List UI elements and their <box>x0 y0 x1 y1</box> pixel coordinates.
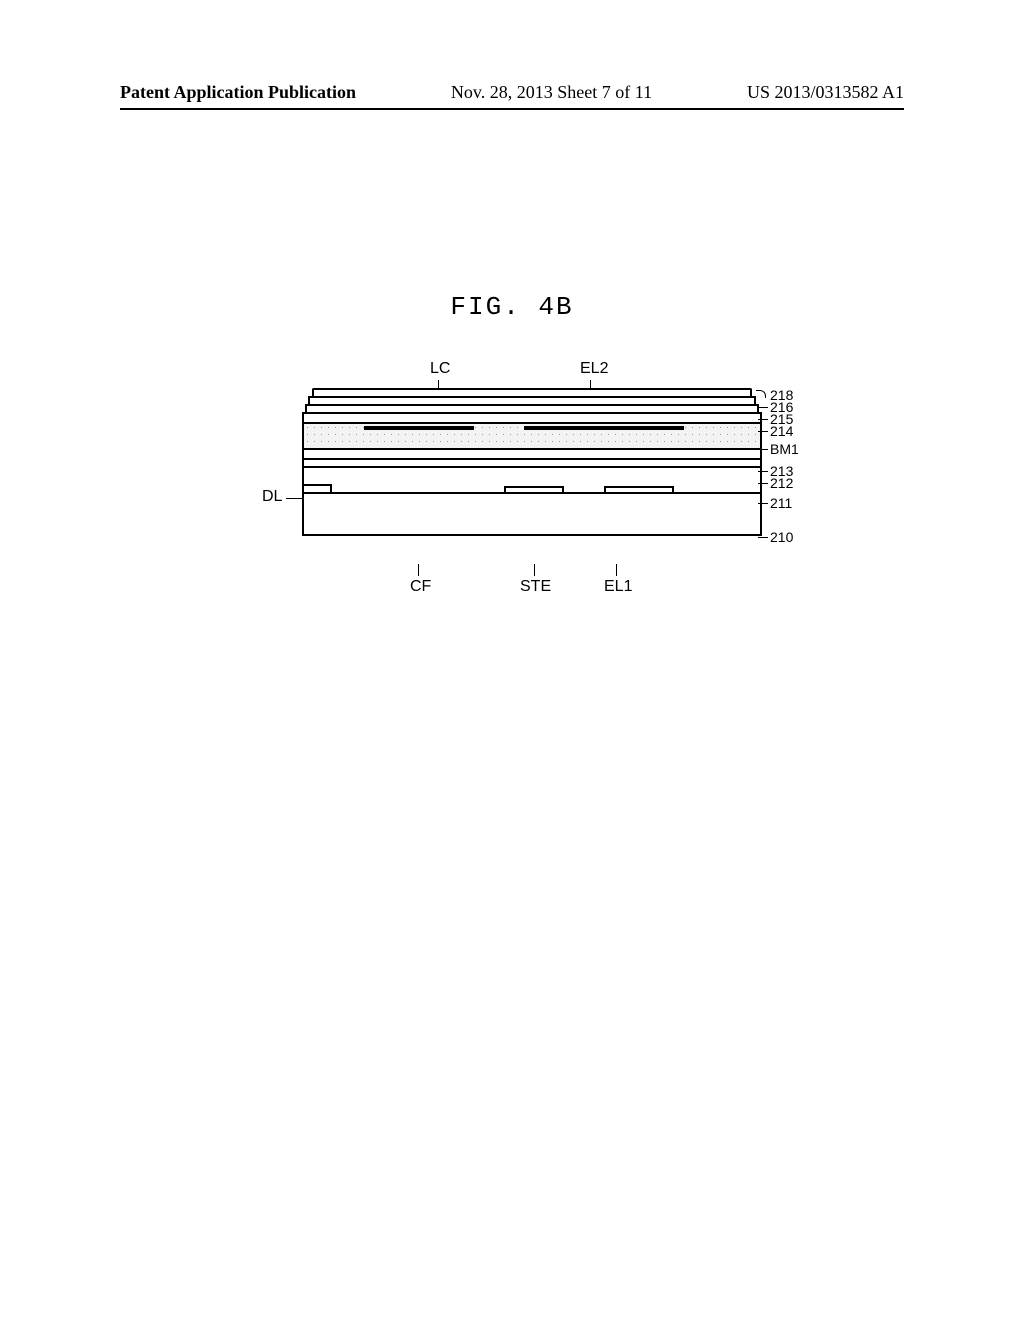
top-labels: LC EL2 <box>262 360 782 390</box>
electrode-EL2-a <box>364 426 474 430</box>
layer-215 <box>305 404 759 412</box>
label-214: 214 <box>770 424 793 438</box>
layer-216 <box>308 396 756 404</box>
leader-EL2 <box>590 380 591 388</box>
layer-218 <box>312 388 752 396</box>
layer-214 <box>302 412 762 422</box>
header-right: US 2013/0313582 A1 <box>747 82 904 103</box>
label-DL: DL <box>262 488 282 506</box>
label-LC: LC <box>430 360 450 378</box>
layer-212 <box>302 458 762 466</box>
label-EL2: EL2 <box>580 360 608 378</box>
leader-EL1 <box>616 564 617 576</box>
leader-STE <box>534 564 535 576</box>
layer-BM1 <box>302 422 762 448</box>
label-212: 212 <box>770 476 793 490</box>
header-line: Patent Application Publication Nov. 28, … <box>0 82 1024 103</box>
layer-210 <box>302 492 762 536</box>
layer-211 <box>302 466 762 492</box>
feature-STE <box>504 486 564 494</box>
feature-EL1 <box>604 486 674 494</box>
leader-CF <box>418 564 419 576</box>
label-210: 210 <box>770 530 793 544</box>
leader-LC <box>438 380 439 388</box>
layer-stack <box>302 388 762 536</box>
label-EL1: EL1 <box>604 578 632 596</box>
layer-213 <box>302 448 762 458</box>
page-header: Patent Application Publication Nov. 28, … <box>0 82 1024 103</box>
header-left: Patent Application Publication <box>120 82 356 103</box>
feature-DL <box>302 484 332 494</box>
figure-4b: LC EL2 218 216 <box>262 360 782 620</box>
leader-DL <box>286 498 304 499</box>
electrode-EL2-b <box>524 426 684 430</box>
header-mid: Nov. 28, 2013 Sheet 7 of 11 <box>451 82 652 103</box>
label-STE: STE <box>520 578 551 596</box>
label-BM1: BM1 <box>770 442 799 456</box>
header-rule <box>120 108 904 110</box>
label-211: 211 <box>770 496 792 510</box>
page: Patent Application Publication Nov. 28, … <box>0 0 1024 1320</box>
figure-label: FIG. 4B <box>0 292 1024 322</box>
label-CF: CF <box>410 578 431 596</box>
